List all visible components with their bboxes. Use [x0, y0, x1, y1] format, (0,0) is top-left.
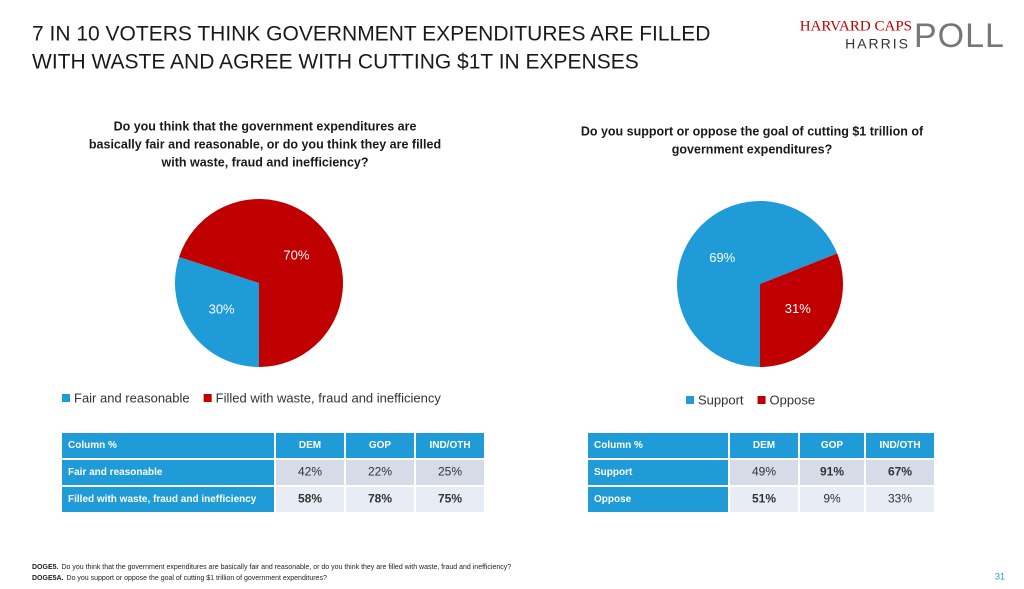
table-cell-text: 67% — [888, 465, 912, 479]
logo-middle: HARRIS — [845, 36, 910, 52]
table-cell — [866, 460, 934, 485]
table-cell-text: 9% — [823, 492, 841, 506]
logo-top: HARVARD CAPS — [800, 18, 912, 34]
chart-question: with waste, fraud and inefficiency? — [161, 155, 369, 169]
table-cell — [800, 460, 864, 485]
table-header-text: DEM — [753, 440, 775, 451]
table-cell — [62, 460, 274, 485]
table-header-text: Column % — [68, 440, 117, 451]
legend-label: Support — [698, 392, 744, 407]
table-header-cell — [276, 433, 344, 458]
table-cell-text: 58% — [298, 492, 322, 506]
table-header-cell — [416, 433, 484, 458]
table-cell-text: Support — [594, 467, 633, 478]
table-cell — [416, 487, 484, 512]
footnote-code: DOGE5. — [32, 564, 59, 571]
table-header-cell — [62, 433, 274, 458]
slice-label: 69% — [709, 250, 735, 265]
table-header-cell — [730, 433, 798, 458]
table-cell-text: 91% — [820, 465, 844, 479]
pie-slice — [175, 257, 259, 367]
table-header-text: DEM — [299, 440, 321, 451]
table-cell — [416, 460, 484, 485]
table-cell-text: 51% — [752, 492, 776, 506]
table-cell-text: 22% — [368, 465, 392, 479]
legend-swatch — [686, 396, 694, 404]
logo-big: POLL — [914, 17, 1005, 55]
table-cell — [62, 487, 274, 512]
table-cell-text: Filled with waste, fraud and inefficienc… — [68, 494, 257, 505]
table-cell-text: 78% — [368, 492, 392, 506]
table-header-text: Column % — [594, 440, 643, 451]
table-cell-text: Fair and reasonable — [68, 467, 163, 478]
table-cell-text: 75% — [438, 492, 462, 506]
table-cell — [276, 460, 344, 485]
footnote: DOGE5A. Do you support or oppose the goal… — [32, 575, 327, 582]
chart-question: government expenditures? — [672, 142, 832, 156]
legend-swatch — [203, 394, 212, 402]
footnote: DOGE5. Do you think that the government e… — [32, 564, 511, 571]
pie-slice — [760, 253, 843, 367]
chart-question: Do you support or oppose the goal of cut… — [581, 124, 924, 138]
page-number: 31 — [995, 571, 1005, 581]
table-header-cell — [346, 433, 414, 458]
legend-label: Oppose — [770, 392, 816, 407]
footnote-text: Do you support or oppose the goal of cut… — [67, 575, 327, 582]
table-header-cell — [866, 433, 934, 458]
legend-swatch — [757, 396, 766, 404]
chart-question: Do you think that the government expendi… — [114, 119, 417, 133]
chart-question: basically fair and reasonable, or do you… — [89, 137, 441, 151]
table-cell — [588, 460, 728, 485]
table-header-cell — [800, 433, 864, 458]
legend-label: Filled with waste, fraud and inefficienc… — [216, 390, 442, 405]
table-cell — [866, 487, 934, 512]
slice-label: 30% — [209, 302, 235, 317]
title-line: 7 IN 10 VOTERS THINK GOVERNMENT EXPENDIT… — [32, 23, 710, 46]
table-cell — [346, 487, 414, 512]
slice-label: 70% — [283, 247, 309, 262]
table-cell-text: 49% — [752, 465, 776, 479]
table-cell-text: 33% — [888, 492, 912, 506]
table-header-text: GOP — [369, 440, 392, 451]
table-cell — [346, 460, 414, 485]
table-cell-text: Oppose — [594, 494, 632, 505]
slice-label: 31% — [785, 301, 811, 316]
table-cell — [800, 487, 864, 512]
table-header-text: IND/OTH — [429, 440, 470, 451]
footnote-text: Do you think that the government expendi… — [61, 564, 511, 571]
table-cell — [276, 487, 344, 512]
title-line: WITH WASTE AND AGREE WITH CUTTING $1T IN… — [32, 51, 639, 74]
table-cell — [730, 460, 798, 485]
footnote-code: DOGE5A. — [32, 575, 64, 582]
table-header-text: GOP — [821, 440, 844, 451]
table-header-cell — [588, 433, 728, 458]
pie-slice — [179, 199, 343, 367]
legend-swatch — [62, 394, 70, 402]
table-cell-text: 42% — [298, 465, 322, 479]
table-header-text: IND/OTH — [879, 440, 920, 451]
pie-slice — [677, 200, 838, 367]
table-cell — [588, 487, 728, 512]
legend-label: Fair and reasonable — [74, 390, 190, 405]
table-cell — [730, 487, 798, 512]
table-cell-text: 25% — [438, 465, 462, 479]
